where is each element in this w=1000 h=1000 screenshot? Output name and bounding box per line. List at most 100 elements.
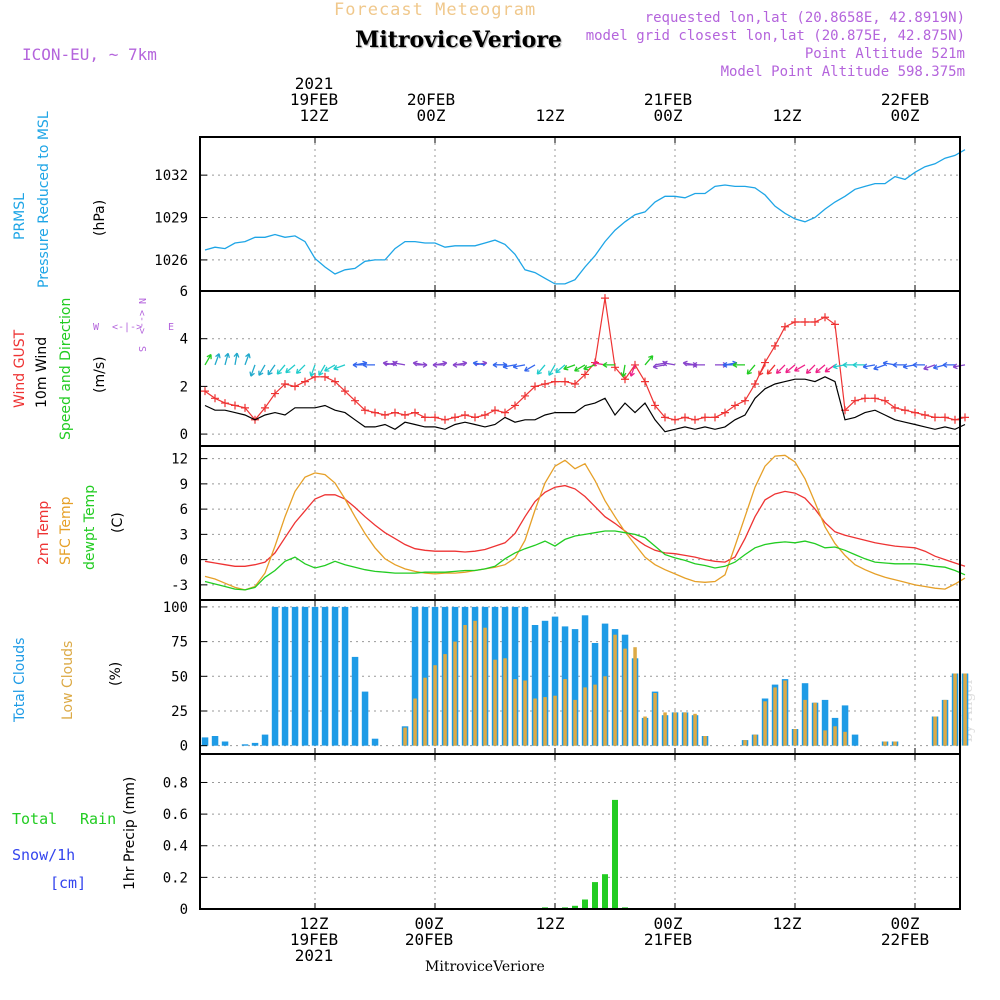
low-cloud-bar (753, 734, 757, 746)
low-cloud-bar (543, 697, 547, 746)
total-cloud-bar (271, 606, 279, 746)
low-cloud-bar (603, 676, 607, 746)
gust-marker (451, 413, 459, 422)
wind-direction-arrow (382, 360, 396, 367)
gust-marker (301, 377, 309, 386)
precip-label-unit: 1hr Precip (mm) (122, 777, 138, 890)
bottom-label-1: 00Z 20FEB (404, 914, 454, 949)
clouds-ytick-label: 100 (163, 600, 188, 616)
temp-dewpt-line (204, 530, 966, 591)
top-label-1: 20FEB 00Z (406, 90, 456, 125)
rain-bar (582, 899, 588, 909)
total-cloud-bar (521, 606, 529, 746)
total-cloud-bar (841, 705, 849, 746)
low-cloud-bar (463, 625, 467, 746)
gust-marker (271, 389, 279, 398)
gust-marker (381, 411, 389, 419)
temperature-frame (199, 445, 961, 601)
total-cloud-bar (581, 615, 589, 746)
compass-e: E (168, 322, 174, 333)
wind-label-10m: 10m Wind (34, 337, 50, 408)
gust-marker (711, 413, 719, 422)
gust-marker (561, 377, 569, 386)
temperature-ytick-label: 12 (171, 452, 188, 468)
temp-label-2m: 2m Temp (36, 501, 52, 565)
compass-s: S (136, 346, 147, 352)
wind-direction-arrow (392, 360, 406, 367)
compass-n: N (136, 298, 147, 304)
gust-marker (521, 391, 529, 400)
wind-direction-arrow (852, 361, 865, 368)
clouds-ytick-label: 25 (171, 704, 188, 720)
rain-bar (592, 882, 598, 909)
top-label-4: 12Z (772, 106, 802, 125)
temperature-ytick-label: 9 (180, 477, 188, 493)
wind-direction-arrow (923, 364, 936, 371)
wind-direction-arrow (524, 364, 536, 372)
gust-marker (491, 406, 499, 415)
gust-marker (421, 413, 429, 422)
gust-marker (371, 408, 379, 417)
cloud-label-low: Low Clouds (60, 641, 76, 720)
low-cloud-bar (933, 716, 937, 746)
wind-direction-arrow (692, 361, 705, 368)
wind-direction-arrow (563, 364, 576, 371)
low-cloud-bar (533, 698, 537, 746)
gust-marker (221, 399, 229, 408)
requested-point: requested lon,lat (20.8658E, 42.8919N) (644, 10, 965, 26)
total-cloud-bar (511, 606, 519, 746)
data-layer (201, 149, 969, 909)
temperature-ytick-label: 6 (180, 502, 188, 518)
pressure-panel-labels: PRMSL Pressure Reduced to MSL (hPa) (12, 111, 108, 288)
total-cloud-bar (241, 744, 249, 746)
bottom-label-5: 00Z 22FEB (880, 914, 930, 949)
wind-direction-arrow (318, 364, 326, 376)
pressure-ytick-label: 1029 (154, 211, 188, 227)
low-cloud-bar (763, 701, 767, 746)
low-cloud-bar (953, 673, 957, 746)
wind-direction-arrow (873, 364, 886, 371)
low-cloud-bar (453, 641, 457, 746)
gust-marker (341, 387, 349, 396)
wind-direction-arrow (502, 363, 516, 370)
gust-marker (651, 401, 659, 410)
wind-direction-arrow (233, 352, 240, 366)
gust-marker (321, 372, 329, 381)
low-cloud-bar (613, 634, 617, 746)
low-cloud-bar (963, 673, 967, 746)
precip-label-cm: [cm] (50, 874, 86, 892)
bottom-label-3: 00Z 21FEB (643, 914, 693, 949)
rain-bar (602, 874, 608, 909)
total-cloud-bar (201, 737, 209, 746)
low-cloud-bar (883, 741, 887, 746)
cloud-label-total: Total Clouds (12, 638, 28, 723)
wind-direction-arrow (472, 360, 486, 367)
low-cloud-bar (813, 702, 817, 746)
precipitation-ytick-label: 0.6 (163, 807, 188, 823)
low-cloud-bar (693, 713, 697, 746)
gust-marker (531, 382, 539, 391)
total-cloud-bar (311, 606, 319, 746)
top-label-3: 21FEB 00Z (643, 90, 693, 125)
cloud-panel-labels: Total Clouds Low Clouds (%) (12, 638, 124, 723)
wind-direction-arrow (258, 364, 266, 376)
low-cloud-bar (943, 699, 947, 746)
low-cloud-bar (583, 687, 587, 746)
total-cloud-bar (541, 620, 549, 746)
total-cloud-bar (421, 606, 429, 746)
pressure-frame (199, 136, 961, 292)
total-cloud-bar (351, 656, 359, 746)
bottom-label-4: 12Z (772, 914, 802, 933)
wind-direction-arrow (412, 360, 426, 367)
wind-direction-arrow (285, 364, 296, 374)
wind-direction-arrow (295, 364, 306, 375)
gust-marker (681, 413, 689, 422)
wind-ytick-label: 6 (180, 284, 188, 300)
low-cloud-bar (433, 665, 437, 746)
top-label-5: 22FEB 00Z (880, 90, 930, 125)
low-cloud-bar (893, 741, 897, 746)
point-altitude: Point Altitude 521m (804, 46, 965, 62)
wind-direction-arrow (746, 364, 756, 375)
total-cloud-bar (221, 741, 229, 746)
gust-marker (601, 294, 609, 303)
